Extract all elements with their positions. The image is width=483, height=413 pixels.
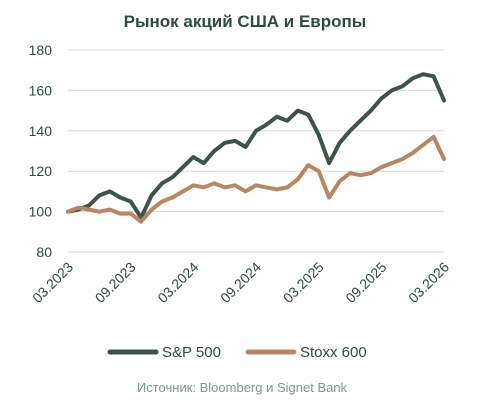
x-tick-label: 03.2026 <box>405 259 452 306</box>
x-axis: 03.2023 09.2023 03.2024 09.2024 03.2025 09.20… <box>29 259 452 306</box>
x-tick-label: 09.2025 <box>342 259 389 306</box>
legend: S&P 500 Stoxx 600 <box>107 344 367 361</box>
y-tick-label: 120 <box>29 163 53 179</box>
x-tick-label: 09.2024 <box>217 259 264 306</box>
y-axis: 80 100 120 140 160 180 <box>29 42 53 260</box>
x-tick-label: 03.2023 <box>29 259 76 306</box>
x-tick-label: 03.2025 <box>280 259 327 306</box>
y-tick-label: 160 <box>29 82 53 98</box>
y-tick-label: 180 <box>29 42 53 58</box>
series-layer <box>66 72 446 224</box>
grid <box>68 49 444 253</box>
chart-source: Источник: Bloomberg и Signet Bank <box>137 380 348 395</box>
x-tick-label: 03.2024 <box>154 259 201 306</box>
series-line-sp500 <box>66 72 446 220</box>
y-tick-label: 80 <box>36 244 52 260</box>
y-tick-label: 140 <box>29 123 53 139</box>
series-line-stoxx <box>66 134 446 224</box>
y-tick-label: 100 <box>29 204 53 220</box>
legend-label-sp500: S&P 500 <box>162 344 221 361</box>
x-tick-label: 09.2023 <box>92 259 139 306</box>
legend-label-stoxx: Stoxx 600 <box>300 344 367 361</box>
chart-title: Рынок акций США и Европы <box>124 12 367 31</box>
